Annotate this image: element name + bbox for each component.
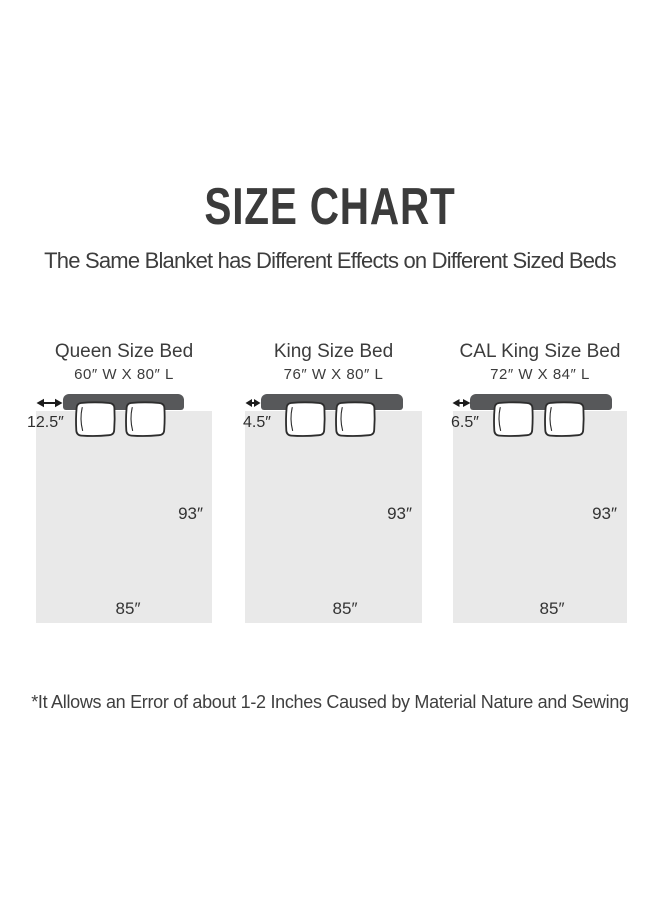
blanket-width-label: 85″ [539,599,565,618]
page-subtitle: The Same Blanket has Different Effects o… [44,248,616,273]
bed-dimensions: 76″ W X 80″ L [283,366,384,383]
overhang-arrow-icon [245,399,261,407]
overhang-measurement: 6.5″ [451,414,479,431]
blanket-shape [36,411,212,623]
blanket-width-label: 85″ [115,599,141,618]
blanket-width-label: 85″ [332,599,358,618]
pillow-icon [125,401,166,437]
pillow-icon [493,401,534,437]
blanket-length-label: 93″ [178,504,203,523]
overhang-measurement: 12.5″ [27,414,64,431]
error-disclaimer-note: *It Allows an Error of about 1-2 Inches … [31,692,629,712]
overhang-arrow-icon [452,399,471,407]
blanket-shape [245,411,422,623]
bed-name: King Size Bed [273,341,394,362]
overhang-arrow-icon [36,398,63,408]
page-title: SIZE CHART [204,178,456,236]
blanket-shape [453,411,627,623]
bed-dimensions: 72″ W X 84″ L [490,366,590,383]
blanket-length-label: 93″ [387,504,412,523]
pillow-icon [544,401,585,437]
pillow-icon [285,401,326,437]
overhang-measurement: 4.5″ [243,414,271,431]
bed-name: CAL King Size Bed [459,341,621,362]
bed-dimensions: 60″ W X 80″ L [74,366,174,383]
pillow-icon [75,401,116,437]
bed-name: Queen Size Bed [54,341,194,362]
pillow-icon [335,401,376,437]
blanket-length-label: 93″ [592,504,617,523]
